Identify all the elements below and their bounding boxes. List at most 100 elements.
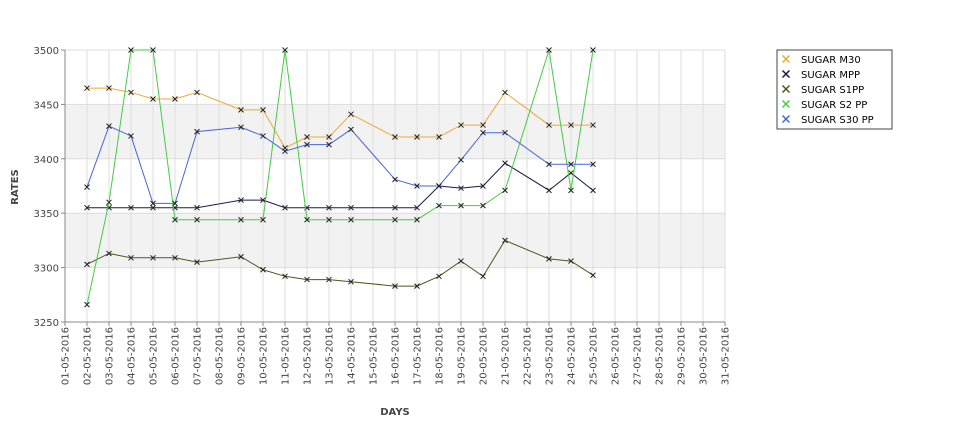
data-point [568, 258, 574, 264]
data-point [326, 276, 332, 283]
data-point [150, 200, 156, 207]
x-tick-label: 26-05-2016 [611, 327, 622, 385]
data-point [458, 202, 464, 209]
x-tick-label: 10-05-2016 [259, 327, 270, 385]
x-tick-label: 13-05-2016 [325, 327, 336, 385]
data-point [392, 134, 398, 140]
series-sugar-s2-pp [84, 47, 596, 308]
data-point [84, 261, 90, 268]
data-point [128, 89, 134, 96]
data-point [392, 176, 398, 183]
y-axis-title: RATES [10, 169, 21, 205]
legend-marker [781, 84, 791, 94]
data-point [260, 216, 266, 223]
data-point [84, 85, 90, 91]
data-point [348, 111, 354, 118]
x-tick-label: 07-05-2016 [193, 327, 204, 385]
x-tick-label: 12-05-2016 [303, 327, 314, 385]
data-point [326, 134, 332, 140]
x-tick-label: 04-05-2016 [127, 327, 138, 385]
legend-marker [781, 99, 791, 109]
x-tick-label: 14-05-2016 [347, 327, 358, 385]
data-point [304, 134, 310, 140]
series-sugar-mpp [84, 160, 596, 211]
data-point [414, 183, 420, 189]
data-point [238, 197, 244, 203]
data-point [546, 256, 552, 262]
data-point [194, 204, 200, 211]
data-point [282, 148, 288, 155]
data-point [480, 129, 486, 136]
y-tick-label: 3450 [34, 100, 59, 111]
data-point [436, 134, 442, 140]
series-sugar-s1pp [84, 237, 596, 289]
data-point [348, 278, 354, 285]
data-point [238, 216, 244, 223]
x-tick-label: 25-05-2016 [589, 327, 600, 385]
legend-marker [781, 69, 791, 79]
x-tick-label: 23-05-2016 [545, 327, 556, 385]
data-point [348, 204, 354, 211]
data-point [414, 134, 420, 140]
data-point [546, 187, 552, 194]
x-tick-label: 05-05-2016 [149, 327, 160, 385]
data-point [172, 200, 178, 207]
data-point [436, 273, 442, 280]
data-point [348, 126, 354, 133]
y-tick-labels: 3250 3300 3350 3400 3450 3500 [34, 46, 65, 329]
data-point [502, 237, 508, 244]
data-point [458, 185, 464, 192]
x-tick-label: 09-05-2016 [237, 327, 248, 385]
data-point [238, 106, 244, 113]
x-tick-label: 11-05-2016 [281, 327, 292, 385]
legend-item: SUGAR S30 PP [781, 114, 874, 126]
data-point [260, 106, 266, 113]
data-point [194, 128, 200, 135]
data-point [128, 204, 134, 211]
x-tick-label: 24-05-2016 [567, 327, 578, 385]
legend: SUGAR M30 SUGAR MPP SUGAR S1PP SUGAR S2 PP S… [776, 49, 893, 130]
data-point [458, 258, 464, 264]
x-axis-title: DAYS [380, 407, 410, 418]
data-point [590, 187, 596, 194]
data-point [502, 160, 508, 167]
x-tick-label: 08-05-2016 [215, 327, 226, 385]
x-tick-label: 17-05-2016 [413, 327, 424, 385]
legend-marker [781, 54, 791, 64]
data-point [194, 259, 200, 266]
data-point [260, 266, 266, 273]
data-point [194, 89, 200, 96]
data-point [304, 276, 310, 283]
x-tick-label: 20-05-2016 [479, 327, 490, 385]
data-point [590, 272, 596, 279]
data-point [502, 89, 508, 96]
data-point [458, 122, 464, 128]
x-tick-label: 28-05-2016 [655, 327, 666, 385]
data-point [128, 133, 134, 139]
data-point [326, 141, 332, 148]
data-point [546, 161, 552, 168]
data-point [172, 254, 178, 261]
x-tick-label: 22-05-2016 [523, 327, 534, 385]
series-group [84, 47, 596, 308]
y-tick-label: 3250 [34, 318, 59, 329]
data-point [150, 254, 156, 261]
data-point [568, 170, 574, 176]
data-point [150, 47, 156, 53]
x-tick-label: 31-05-2016 [721, 327, 732, 385]
data-point [502, 187, 508, 194]
y-tick-label: 3500 [34, 46, 59, 57]
data-point [480, 202, 486, 209]
x-tick-labels: 01-05-2016 02-05-2016 03-05-2016 04-05-2016… [61, 322, 732, 385]
data-point [568, 187, 574, 194]
data-point [238, 124, 244, 131]
data-point [106, 199, 112, 206]
x-tick-label: 02-05-2016 [83, 327, 94, 385]
data-point [590, 161, 596, 168]
data-point [502, 129, 508, 136]
legend-label: SUGAR S30 PP [801, 115, 874, 126]
data-point [194, 216, 200, 223]
data-point [128, 47, 134, 53]
data-point [590, 122, 596, 128]
